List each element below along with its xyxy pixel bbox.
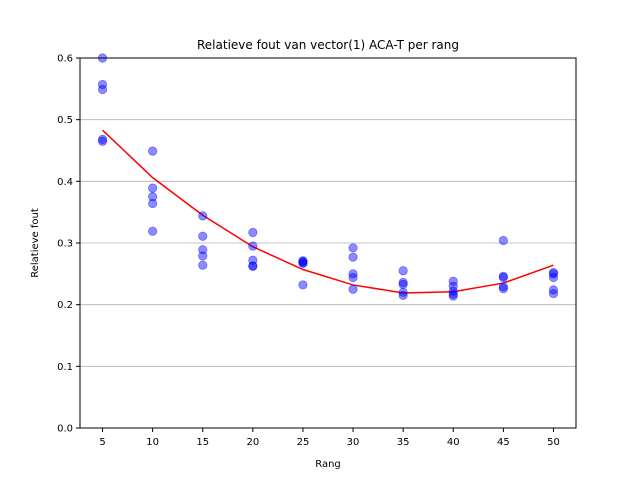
- y-tick-label: 0.4: [57, 177, 73, 188]
- scatter-point: [348, 252, 358, 262]
- y-tick-label: 0.6: [57, 54, 73, 65]
- scatter-point: [298, 256, 308, 266]
- scatter-point: [548, 267, 559, 278]
- scatter-point: [498, 284, 508, 294]
- scatter-point: [248, 255, 258, 265]
- scatter-points: [97, 53, 559, 301]
- scatter-point: [198, 211, 208, 221]
- scatter-point: [348, 243, 358, 253]
- scatter-point: [248, 261, 258, 272]
- x-tick-label: 20: [246, 437, 259, 448]
- y-tick-label: 0.3: [57, 239, 73, 250]
- x-tick-label: 40: [447, 437, 460, 448]
- scatter-point: [248, 261, 258, 271]
- y-tick-label: 0.1: [57, 362, 73, 373]
- scatter-point: [298, 258, 308, 268]
- x-tick-label: 5: [99, 437, 105, 448]
- scatter-point: [548, 288, 559, 299]
- x-tick-label: 35: [397, 437, 410, 448]
- scatter-point: [348, 269, 358, 279]
- scatter-point: [97, 84, 108, 95]
- scatter-point: [198, 260, 208, 270]
- scatter-point: [548, 285, 559, 295]
- scatter-point: [198, 245, 208, 255]
- chart-title: Relatieve fout van vector(1) ACA-T per r…: [197, 38, 459, 52]
- fit-line: [102, 129, 554, 294]
- scatter-point: [148, 183, 158, 193]
- scatter-point: [398, 279, 408, 289]
- scatter-point: [398, 290, 408, 301]
- y-tick-label: 0.5: [57, 115, 73, 126]
- scatter-point: [348, 272, 358, 283]
- scatter-point: [97, 134, 108, 144]
- scatter-point: [398, 266, 408, 276]
- scatter-point: [198, 251, 208, 261]
- scatter-point: [248, 227, 258, 238]
- scatter-point: [498, 272, 508, 283]
- x-axis-ticks: 5 10 15 20 25 30 35 40 45 50: [99, 428, 560, 448]
- x-tick-label: 50: [547, 437, 560, 448]
- scatter-point: [448, 289, 458, 299]
- scatter-point: [298, 280, 308, 290]
- y-tick-label: 0.2: [57, 300, 73, 311]
- x-tick-label: 25: [297, 437, 310, 448]
- y-axis-label: Relatieve fout: [30, 208, 41, 278]
- scatter-point: [198, 231, 208, 241]
- x-tick-label: 30: [347, 437, 360, 448]
- scatter-point: [498, 235, 508, 246]
- scatter-point: [348, 284, 358, 294]
- scatter-point: [398, 287, 408, 297]
- scatter-point: [498, 282, 508, 292]
- scatter-point: [148, 198, 158, 209]
- scatter-point: [148, 192, 158, 202]
- scatter-point: [548, 269, 559, 279]
- scatter-point: [548, 272, 559, 283]
- x-tick-label: 10: [146, 437, 159, 448]
- scatter-point: [148, 226, 158, 236]
- scatter-point: [298, 258, 308, 268]
- scatter-point: [448, 286, 458, 296]
- y-axis-ticks: 0.0 0.1 0.2 0.3 0.4 0.5 0.6: [57, 54, 80, 435]
- scatter-point: [448, 281, 458, 291]
- scatter-point: [248, 241, 258, 251]
- y-tick-label: 0.0: [57, 424, 73, 435]
- x-tick-label: 45: [497, 437, 510, 448]
- scatter-point: [97, 79, 108, 90]
- fit-line-layer: [102, 129, 554, 294]
- scatter-point: [448, 276, 458, 286]
- scatter-point: [298, 256, 308, 267]
- x-tick-label: 15: [196, 437, 209, 448]
- scatter-point: [398, 277, 408, 288]
- scatter-point: [448, 291, 458, 301]
- scatter-point: [97, 136, 108, 146]
- scatter-point: [498, 271, 508, 281]
- scatter-point: [148, 146, 158, 156]
- x-axis-label: Rang: [315, 459, 341, 470]
